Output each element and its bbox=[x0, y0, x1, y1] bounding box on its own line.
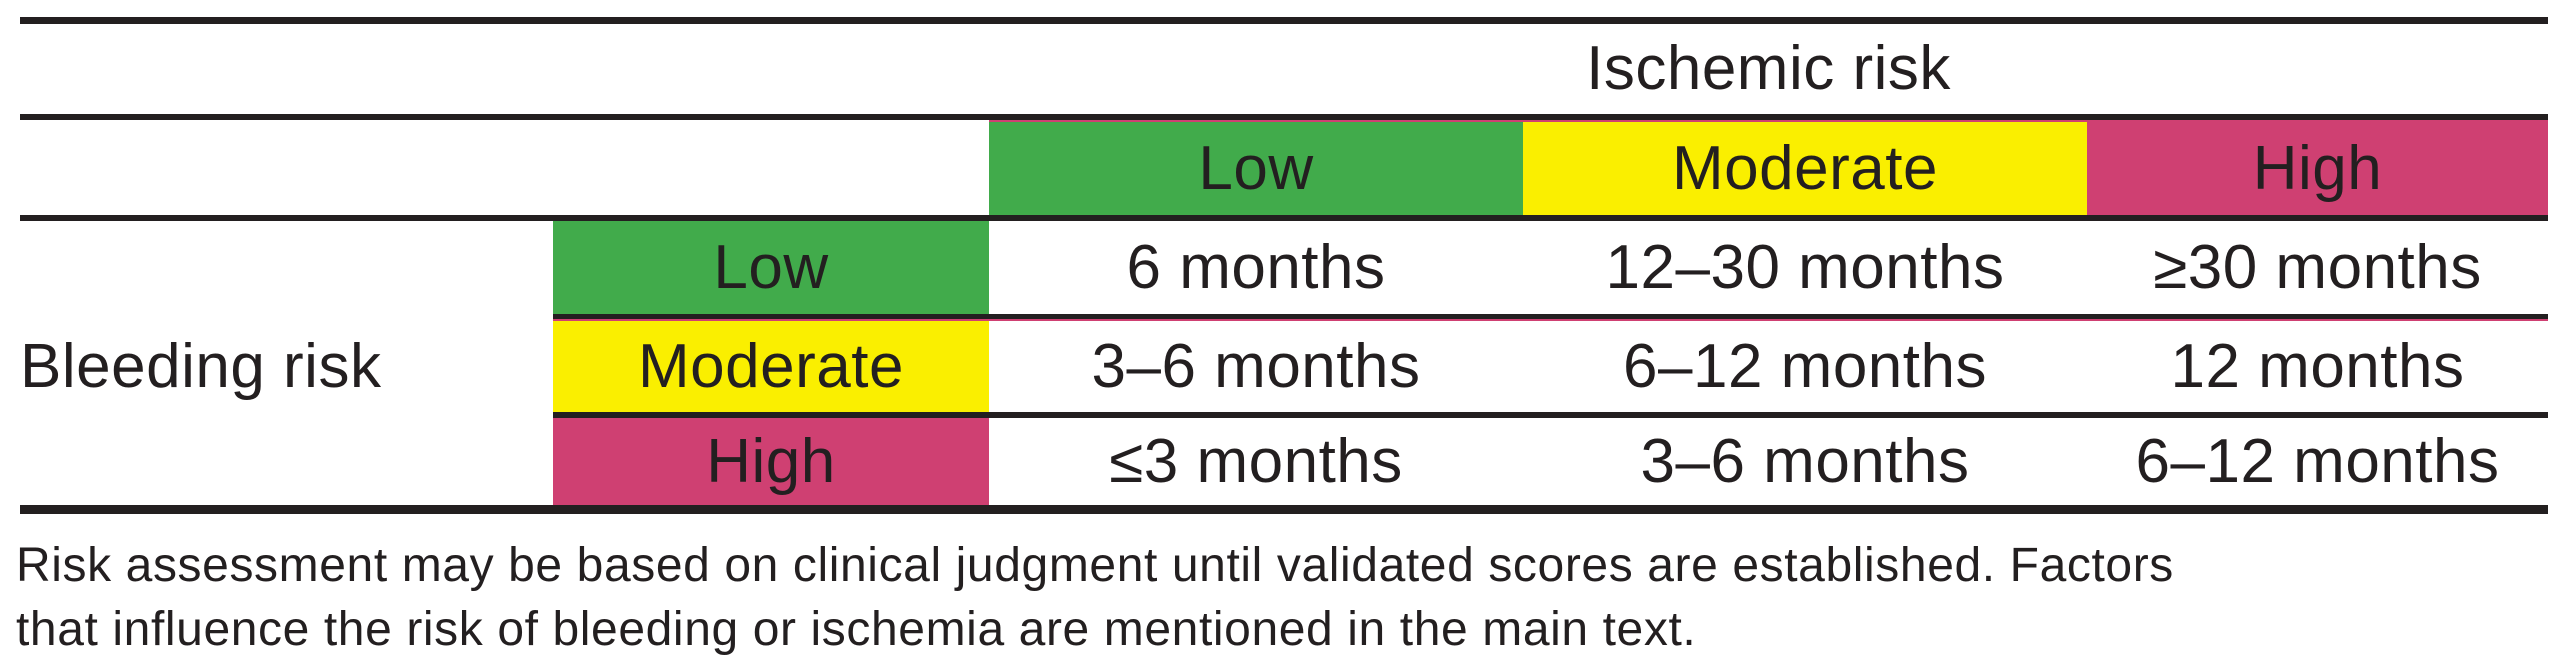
footnote-line-2: that influence the risk of bleeding or i… bbox=[16, 603, 1697, 656]
duration-cell-low-low: 6 months bbox=[1126, 232, 1386, 302]
header-rule bbox=[20, 114, 2548, 120]
duration-cell-moderate-moderate: 6–12 months bbox=[1623, 331, 1987, 401]
duration-cell-high-moderate: 3–6 months bbox=[1640, 426, 1970, 496]
header-rule-accent bbox=[989, 120, 2548, 122]
bottom-rule bbox=[20, 505, 2548, 514]
row-separator-1 bbox=[553, 314, 2548, 321]
row-separator-2 bbox=[553, 412, 2548, 418]
duration-cell-low-high: ≥30 months bbox=[2153, 232, 2482, 302]
duration-cell-low-moderate: 12–30 months bbox=[1605, 232, 2005, 302]
duration-cell-high-low: ≤3 months bbox=[1109, 426, 1403, 496]
duration-cell-moderate-high: 12 months bbox=[2170, 331, 2465, 401]
ischemic-high-header-cell: High bbox=[2087, 122, 2548, 215]
duration-cell-high-high: 6–12 months bbox=[2135, 426, 2500, 496]
duration-cell-moderate-low: 3–6 months bbox=[1091, 331, 1421, 401]
table-footnote: Risk assessment may be based on clinical… bbox=[16, 534, 2550, 662]
bleeding-low-label-cell: Low bbox=[553, 221, 989, 314]
ischemic-risk-group-header: Ischemic risk bbox=[1586, 34, 1951, 103]
body-top-rule bbox=[20, 215, 2548, 221]
bleeding-risk-group-header: Bleeding risk bbox=[20, 332, 382, 401]
bleeding-moderate-label-cell: Moderate bbox=[553, 321, 989, 412]
bleeding-high-label-cell: High bbox=[553, 418, 989, 505]
ischemic-moderate-header-cell: Moderate bbox=[1523, 122, 2087, 215]
top-rule bbox=[20, 17, 2548, 24]
footnote-line-1: Risk assessment may be based on clinical… bbox=[16, 539, 2174, 592]
ischemic-low-header-cell: Low bbox=[989, 122, 1523, 215]
